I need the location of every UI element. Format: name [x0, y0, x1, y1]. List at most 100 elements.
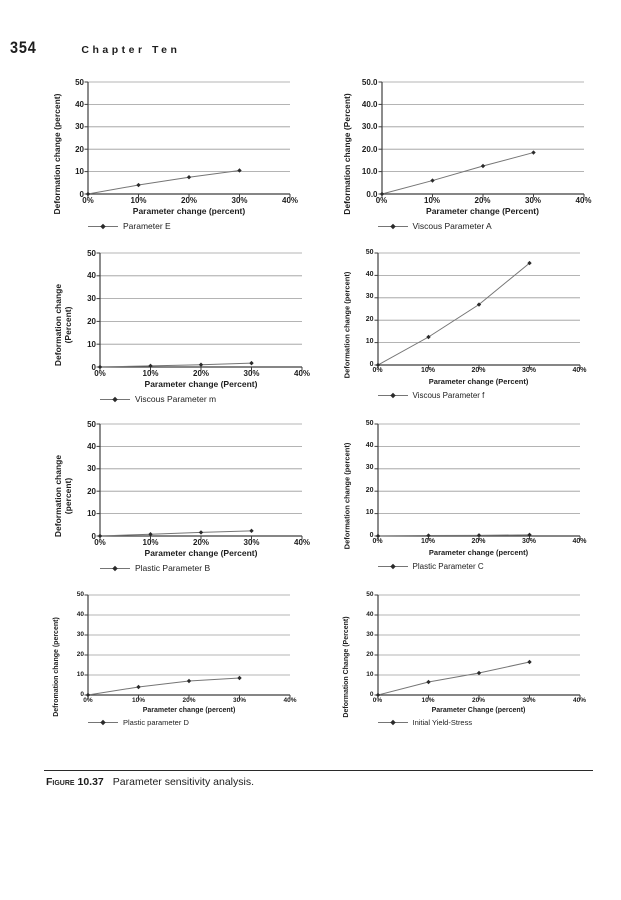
x-tick-label: 30% [231, 196, 248, 205]
x-axis-tick-labels: 0% 10% 20% 30% 40% [83, 695, 296, 706]
x-tick-label: 10% [420, 367, 436, 374]
y-tick-label: 20 [365, 315, 374, 323]
x-tick-label: 30% [243, 538, 260, 547]
data-point-marker [425, 533, 431, 538]
y-tick-label: 40 [365, 270, 374, 278]
x-axis-title: Parameter Change (percent) [431, 707, 526, 714]
x-tick-label: 20% [180, 196, 198, 205]
legend-marker-icon [377, 391, 408, 400]
plot-area [378, 81, 584, 198]
y-tick-label: 10 [75, 167, 84, 177]
y-tick-label: 50 [75, 77, 84, 87]
y-axis-tick-labels: 0 10 20 30 40 50 [76, 249, 100, 372]
x-tick-label: 10% [130, 196, 147, 205]
plot-svg [374, 423, 580, 540]
y-tick-label: 30 [366, 630, 374, 638]
x-tick-label: 20% [192, 538, 210, 547]
x-tick-label: 20% [192, 369, 210, 378]
plot-svg [84, 81, 291, 198]
y-tick-label: 40.0 [361, 99, 378, 109]
x-tick-label: 20% [471, 367, 486, 374]
legend-label: Plastic parameter D [123, 718, 189, 727]
y-tick-label: 20 [87, 316, 96, 326]
y-axis-tick-labels: 0 10 20 30 40 50 [64, 78, 88, 199]
y-tick-label: 20 [87, 486, 96, 496]
data-point-marker [429, 178, 435, 183]
x-tick-label: 40% [281, 196, 299, 205]
legend-marker-icon [377, 562, 408, 571]
legend-label: Plastic Parameter B [135, 563, 211, 573]
y-tick-label: 50 [365, 248, 374, 256]
figure-caption: Figure 10.37 Parameter sensitivity analy… [46, 776, 254, 788]
y-tick-label: 40 [75, 99, 84, 109]
y-tick-label: 30 [365, 293, 374, 301]
x-axis-tick-labels: 0% 10% 20% 30% 40% [82, 194, 298, 205]
figure-caption-label: Figure 10.37 [46, 776, 104, 788]
y-tick-label: 40 [366, 610, 374, 618]
y-tick-label: 10 [365, 338, 374, 346]
legend-label: Viscous Parameter m [135, 394, 217, 404]
y-tick-label: 20 [366, 650, 374, 658]
x-tick-label: 40% [572, 697, 587, 704]
x-axis-title: Parameter change (percent) [132, 206, 246, 216]
y-tick-label: 50 [365, 419, 374, 427]
y-tick-label: 40 [87, 441, 96, 451]
x-axis-title: Parameter change (percent) [142, 707, 236, 714]
plot-area [96, 252, 303, 371]
legend-marker-icon [100, 395, 130, 404]
y-axis-title: Deformation change (percent) [342, 271, 351, 379]
x-axis-title: Parameter change (Percent) [428, 377, 529, 386]
y-tick-label: 0 [91, 362, 96, 372]
y-tick-label: 0 [369, 531, 374, 539]
x-tick-label: 10% [421, 697, 435, 704]
legend-label: Plastic Parameter C [412, 562, 484, 571]
y-tick-label: 50 [87, 419, 96, 429]
plot-svg [374, 252, 580, 369]
y-tick-label: 50 [76, 590, 84, 598]
data-point-marker [530, 150, 536, 155]
legend-label: Initial Yield-Stress [412, 718, 473, 727]
page-header: 354 Chapter Ten [10, 38, 180, 58]
data-point-marker [237, 168, 242, 173]
data-point-marker [425, 679, 431, 685]
y-axis-title: Deformation change (Percent) [341, 93, 352, 215]
x-tick-label: 30% [243, 369, 260, 378]
y-tick-label: 0 [369, 690, 374, 698]
data-point-marker [526, 659, 532, 665]
plot-svg [84, 594, 291, 699]
data-point-marker [136, 182, 141, 188]
x-tick-label: 0% [372, 697, 383, 704]
data-point-marker [476, 302, 481, 307]
chart-plastic-parameter-c: Deformation change (percent) 0 10 20 30 40 50… [340, 420, 600, 595]
y-tick-label: 20 [75, 144, 84, 154]
data-point-marker [480, 163, 485, 169]
legend: Initial Yield-Stress [377, 718, 600, 727]
x-tick-label: 40% [575, 196, 592, 205]
x-tick-label: 0% [372, 538, 383, 545]
chart-initial-yield-stress: Deformation Change (Percent) 0 10 20 30 40 50… [340, 591, 600, 766]
x-axis-title: Parameter change (percent) [428, 548, 529, 557]
data-point-marker [375, 362, 380, 368]
chart-plastic-parameter-b: Deformation change (percent) 0 10 20 30 40 50… [50, 420, 310, 595]
chart-viscous-parameter-a: Deformation change (Percent) 0.0 10.0 20.0… [340, 78, 600, 253]
x-tick-label: 40% [572, 367, 587, 374]
data-point-marker [186, 678, 192, 684]
data-point-marker [375, 692, 380, 698]
x-tick-label: 40% [572, 538, 587, 545]
y-tick-label: 30.0 [361, 122, 378, 132]
legend: Parameter E [88, 221, 310, 231]
legend: Viscous Parameter m [100, 394, 310, 404]
y-axis-title: Deformation change (Percent) [52, 283, 73, 366]
y-tick-label: 50 [366, 590, 374, 598]
data-point-marker [476, 533, 481, 538]
plot-area [84, 81, 291, 198]
legend: Plastic parameter D [88, 718, 310, 727]
y-tick-label: 20.0 [361, 144, 378, 154]
x-tick-label: 10% [142, 369, 159, 378]
data-point-marker [249, 528, 254, 534]
y-tick-label: 10 [365, 509, 374, 517]
y-tick-label: 30 [87, 294, 96, 304]
chapter-title: Chapter Ten [81, 44, 181, 56]
legend-marker-icon [377, 718, 408, 727]
